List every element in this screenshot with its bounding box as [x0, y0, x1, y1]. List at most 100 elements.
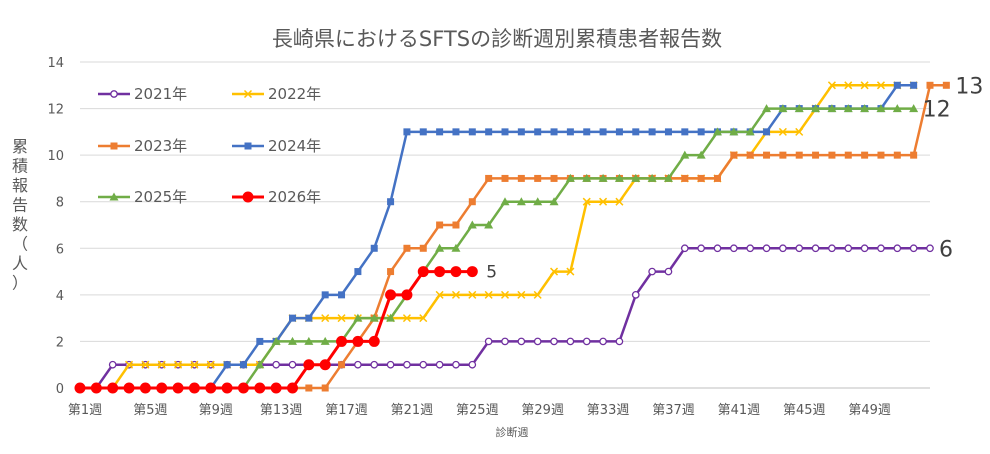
data-point — [648, 267, 656, 276]
data-point — [188, 382, 200, 394]
data-point — [485, 174, 493, 182]
data-point — [582, 337, 591, 346]
data-point — [517, 128, 525, 136]
data-point — [141, 360, 150, 369]
data-point — [779, 244, 787, 253]
data-point — [254, 382, 266, 394]
data-point — [74, 382, 86, 394]
data-point — [452, 360, 460, 369]
data-point — [550, 174, 558, 182]
y-tick-label: 0 — [56, 382, 64, 397]
data-point — [305, 384, 313, 392]
data-point — [255, 360, 265, 369]
data-point — [631, 291, 640, 299]
data-point — [812, 151, 820, 159]
data-point — [599, 337, 607, 346]
data-point — [697, 174, 705, 182]
y-axis-label-char: ） — [12, 274, 28, 293]
x-tick-label: 第37週 — [652, 403, 695, 418]
data-point — [90, 382, 102, 394]
legend-item: 2025年 — [98, 188, 187, 206]
data-point — [419, 128, 427, 136]
data-point — [583, 128, 591, 136]
data-point — [256, 337, 264, 345]
data-point — [909, 104, 919, 113]
end-value-label: 6 — [939, 237, 953, 262]
data-point — [272, 360, 281, 369]
data-point — [663, 173, 673, 182]
legend-item: 2023年 — [98, 137, 187, 155]
data-point — [501, 174, 509, 182]
data-point — [320, 336, 330, 345]
y-tick-label: 8 — [56, 196, 64, 211]
data-point — [876, 104, 886, 113]
x-tick-label: 第21週 — [391, 403, 434, 418]
data-point — [452, 221, 460, 229]
data-point — [631, 173, 641, 182]
data-point — [353, 313, 363, 322]
y-axis-label-char: 累 — [12, 137, 28, 156]
data-point — [172, 382, 184, 394]
legend: 2021年 2022年 2023年 2024年 2025年 2026年 — [98, 85, 321, 206]
data-point — [664, 267, 673, 276]
data-point — [109, 192, 119, 201]
data-point — [436, 128, 444, 136]
data-point — [237, 382, 249, 394]
data-point — [877, 244, 885, 253]
data-point — [466, 266, 478, 278]
data-point — [681, 174, 689, 182]
y-axis-label-char: 告 — [12, 196, 28, 215]
data-point — [157, 360, 166, 369]
legend-label: 2021年 — [134, 85, 187, 103]
data-point — [468, 360, 477, 369]
series-6: 5 — [74, 263, 497, 394]
data-point — [696, 150, 706, 159]
data-point — [565, 173, 575, 182]
data-point — [876, 81, 885, 90]
data-point — [795, 244, 804, 253]
data-point — [387, 268, 395, 276]
data-point — [484, 290, 493, 299]
chart-title: 長崎県におけるSFTSの診断週別累積患者報告数 — [272, 27, 722, 51]
data-point — [910, 151, 918, 159]
data-point — [550, 128, 558, 136]
data-point — [730, 151, 738, 159]
data-point — [321, 384, 329, 392]
data-point — [435, 360, 444, 369]
data-point — [566, 267, 575, 276]
data-point — [516, 197, 526, 206]
legend-label: 2026年 — [268, 188, 321, 206]
data-point — [242, 191, 254, 203]
data-point — [942, 81, 950, 89]
end-value-label: 5 — [486, 263, 497, 283]
series-line — [80, 270, 473, 390]
data-point — [434, 266, 446, 278]
y-tick-label: 4 — [56, 289, 64, 304]
y-tick-label: 14 — [47, 56, 64, 71]
data-point — [402, 314, 411, 323]
legend-item: 2022年 — [232, 85, 321, 103]
data-point — [926, 81, 934, 89]
data-point — [289, 314, 296, 322]
data-point — [174, 360, 183, 369]
data-point — [811, 244, 820, 253]
y-axis-label-char: 報 — [12, 176, 28, 195]
data-point — [484, 337, 493, 346]
data-point — [534, 174, 542, 182]
legend-item: 2021年 — [98, 85, 187, 103]
x-tick-label: 第5週 — [133, 403, 167, 418]
series-2 — [75, 81, 918, 393]
data-point — [844, 151, 852, 159]
data-point — [713, 244, 722, 253]
data-point — [714, 174, 721, 182]
data-point — [403, 244, 411, 252]
data-point — [500, 290, 510, 299]
series-line — [80, 84, 914, 390]
data-point — [243, 89, 253, 99]
legend-label: 2022年 — [268, 85, 321, 103]
data-point — [304, 336, 314, 345]
data-point — [893, 151, 901, 159]
data-point — [287, 382, 298, 394]
data-point — [305, 314, 313, 322]
